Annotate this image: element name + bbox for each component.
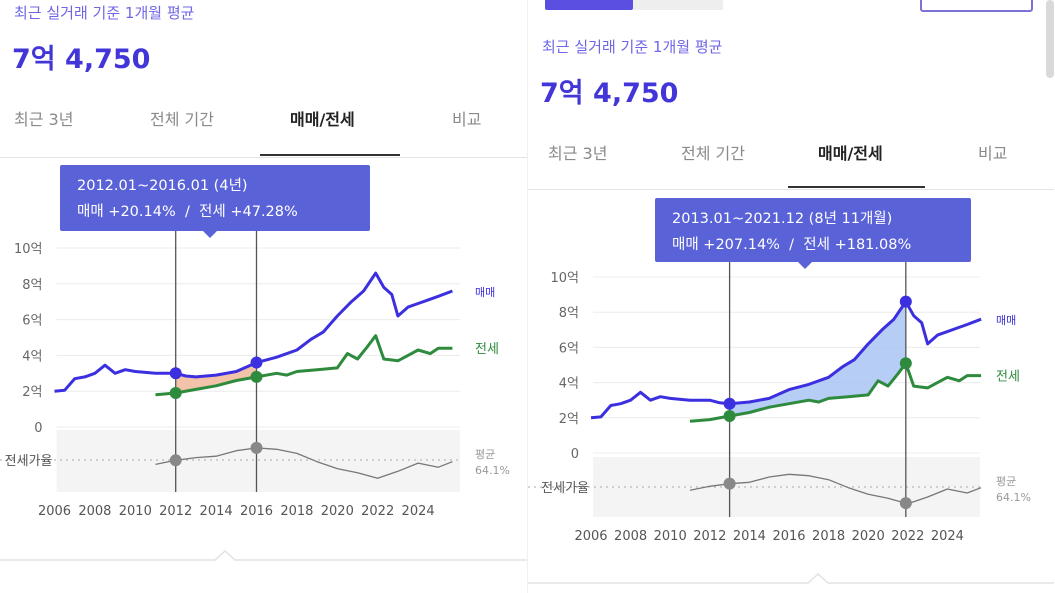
range-tooltip: 2012.01~2016.01 (4년) 매매 +20.14% / 전세 +47… [60, 165, 370, 238]
x-tick-label: 2022 [891, 529, 924, 544]
legend-sale: 매매 [996, 314, 1016, 327]
x-tick-label: 2018 [812, 529, 845, 544]
legend-jeonse: 전세 [475, 342, 499, 357]
legend-sale: 매매 [475, 286, 495, 299]
ratio-marker [899, 497, 912, 510]
jeonse-marker [899, 357, 912, 370]
divider [0, 157, 527, 158]
jeonse-marker [723, 410, 736, 423]
y-tick-label: 6억 [22, 314, 42, 329]
x-tick-label: 2014 [200, 504, 233, 519]
series-line-ratio [155, 447, 453, 479]
x-tick-label: 2022 [361, 504, 394, 519]
series-line-sale [590, 300, 982, 420]
average-price: 7억 4,750 [540, 78, 679, 109]
y-tick-label: 0 [571, 447, 579, 462]
y-tick-label: 4억 [559, 377, 579, 392]
series-line-ratio [689, 473, 982, 505]
y-tick-label: 4억 [22, 349, 42, 364]
y-tick-label: 6억 [559, 341, 579, 356]
ratio-marker [723, 477, 736, 490]
toggle-button-inactive[interactable] [633, 0, 723, 10]
legend-average: 평균 [996, 475, 1016, 488]
selection-fill [729, 301, 906, 417]
price-chart[interactable]: 10억 8억 6억 4억 2억 0 전세가율 2006 2008 2010 2012 2014 2016… [0, 0, 527, 593]
tooltip-range: 2012.01~2016.01 (4년) [77, 178, 248, 194]
series-line-jeonse [155, 334, 453, 397]
ratio-axis-label: 전세가율 [541, 481, 589, 496]
tab-sale-jeonse[interactable]: 매매/전세 [290, 110, 355, 129]
legend-average: 평균 [475, 448, 495, 461]
average-price: 7억 4,750 [12, 44, 151, 75]
ratio-marker [250, 441, 263, 454]
y-tick-label: 8억 [22, 278, 42, 293]
selection-fill [175, 362, 257, 393]
jeonse-marker [169, 386, 182, 399]
x-tick-label: 2014 [733, 529, 766, 544]
divider [528, 189, 1054, 190]
sale-marker [169, 367, 182, 380]
x-tick-label: 2008 [614, 529, 647, 544]
y-tick-label: 0 [34, 421, 42, 436]
price-chart[interactable]: 10억 8억 6억 4억 2억 0 전세가율 2006 2008 2010 2012 2014 2016… [528, 0, 1054, 593]
x-tick-label: 2012 [693, 529, 726, 544]
x-tick-label: 2020 [852, 529, 885, 544]
series-line-jeonse [689, 361, 982, 423]
active-tab-indicator [788, 186, 925, 188]
y-tick-label: 10억 [550, 271, 579, 286]
sale-marker [250, 356, 263, 369]
tooltip-change: 매매 +207.14% / 전세 +181.08% [672, 237, 912, 253]
y-tick-label: 10억 [14, 242, 43, 257]
tab-all-period[interactable]: 전체 기간 [150, 110, 214, 129]
legend-average-value: 64.1% [475, 464, 510, 477]
tooltip-range: 2013.01~2021.12 (8년 11개월) [672, 211, 893, 227]
legend-jeonse: 전세 [996, 370, 1020, 385]
x-tick-label: 2018 [280, 504, 313, 519]
x-tick-label: 2006 [38, 504, 71, 519]
x-tick-label: 2006 [574, 529, 607, 544]
x-tick-label: 2012 [159, 504, 192, 519]
y-tick-label: 2억 [22, 385, 42, 400]
tab-all-period[interactable]: 전체 기간 [681, 144, 745, 163]
chart-panel-right: 최근 실거래 기준 1개월 평균 7억 4,750 최근 3년 전체 기간 매매… [527, 0, 1054, 593]
x-tick-label: 2016 [772, 529, 805, 544]
y-tick-label: 8억 [559, 306, 579, 321]
active-tab-indicator [260, 154, 400, 156]
ratio-band [56, 430, 460, 492]
x-tick-label: 2020 [321, 504, 354, 519]
jeonse-marker [250, 370, 263, 383]
x-tick-label: 2016 [240, 504, 273, 519]
bottom-divider [0, 549, 527, 561]
y-tick-label: 2억 [559, 412, 579, 427]
tab-compare[interactable]: 비교 [978, 144, 1008, 163]
x-tick-label: 2008 [78, 504, 111, 519]
x-tick-label: 2010 [654, 529, 687, 544]
chart-panel-left: 최근 실거래 기준 1개월 평균 7억 4,750 최근 3년 전체 기간 매매… [0, 0, 527, 593]
tab-sale-jeonse[interactable]: 매매/전세 [818, 144, 883, 163]
x-tick-label: 2010 [119, 504, 152, 519]
x-tick-label: 2024 [931, 529, 964, 544]
sale-marker [723, 397, 736, 410]
tab-recent-3y[interactable]: 최근 3년 [548, 144, 608, 163]
legend-average-value: 64.1% [996, 491, 1031, 504]
subtitle: 최근 실거래 기준 1개월 평균 [14, 4, 195, 22]
range-tooltip: 2013.01~2021.12 (8년 11개월) 매매 +207.14% / … [655, 198, 971, 269]
sale-marker [899, 295, 912, 308]
x-tick-label: 2024 [402, 504, 435, 519]
ratio-axis-label: 전세가율 [5, 454, 53, 469]
toggle-button-active[interactable] [545, 0, 633, 10]
scrollbar[interactable] [1046, 0, 1054, 78]
outlined-button[interactable] [920, 0, 1033, 12]
ratio-marker [169, 454, 182, 467]
series-line-sale [54, 271, 453, 393]
subtitle: 최근 실거래 기준 1개월 평균 [542, 38, 723, 56]
tooltip-change: 매매 +20.14% / 전세 +47.28% [77, 204, 298, 220]
bottom-divider [528, 572, 1054, 584]
tab-compare[interactable]: 비교 [452, 110, 482, 129]
tab-recent-3y[interactable]: 최근 3년 [14, 110, 74, 129]
